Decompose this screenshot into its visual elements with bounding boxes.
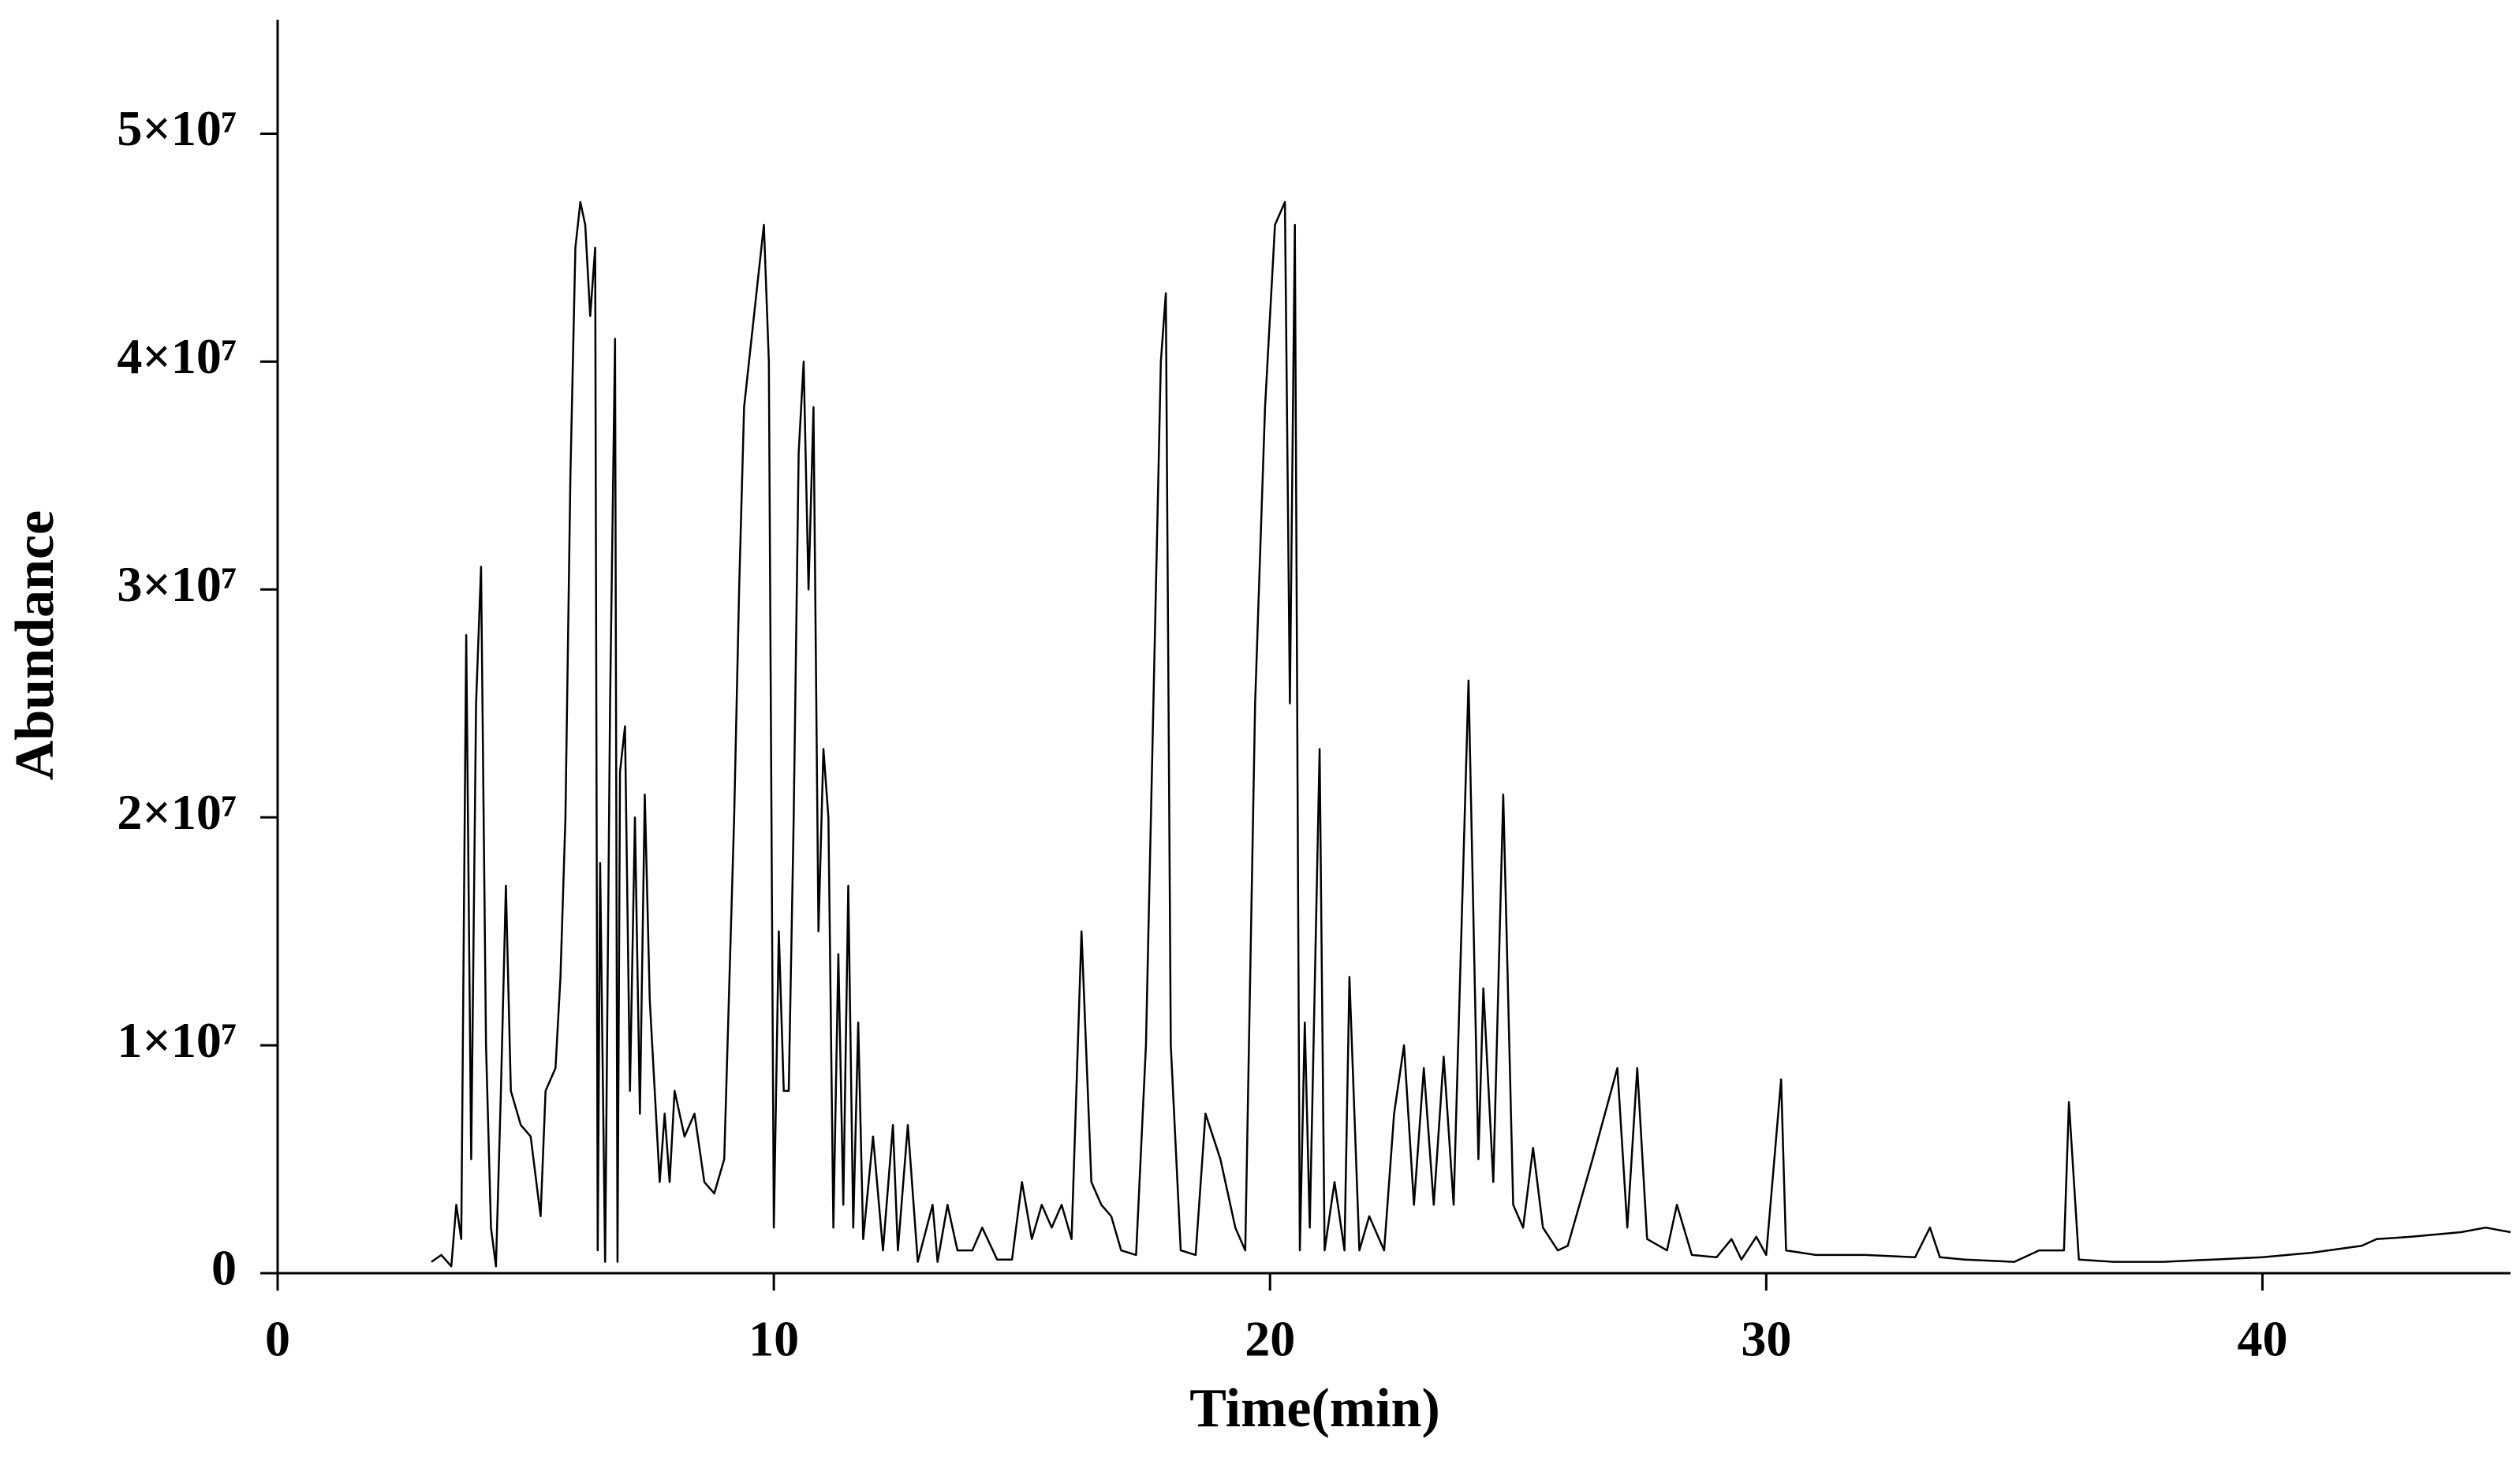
trace-line (431, 200, 2511, 1268)
y-tick-label: 3×10⁷ (117, 556, 237, 612)
y-axis-title: Abundance (5, 510, 65, 780)
y-tick-label: 1×10⁷ (117, 1012, 237, 1068)
y-tick-label: 5×10⁷ (117, 100, 237, 156)
y-tick-label: 4×10⁷ (117, 328, 237, 384)
x-tick-label: 40 (2237, 1311, 2287, 1367)
x-tick-label: 0 (265, 1311, 290, 1367)
x-tick-label: 20 (1245, 1311, 1295, 1367)
y-tick-label: 2×10⁷ (117, 784, 237, 840)
y-tick-label: 0 (211, 1240, 237, 1296)
x-tick-label: 30 (1741, 1311, 1791, 1367)
x-tick-label: 10 (749, 1311, 799, 1367)
x-axis-title: Time(min) (1189, 1378, 1440, 1439)
